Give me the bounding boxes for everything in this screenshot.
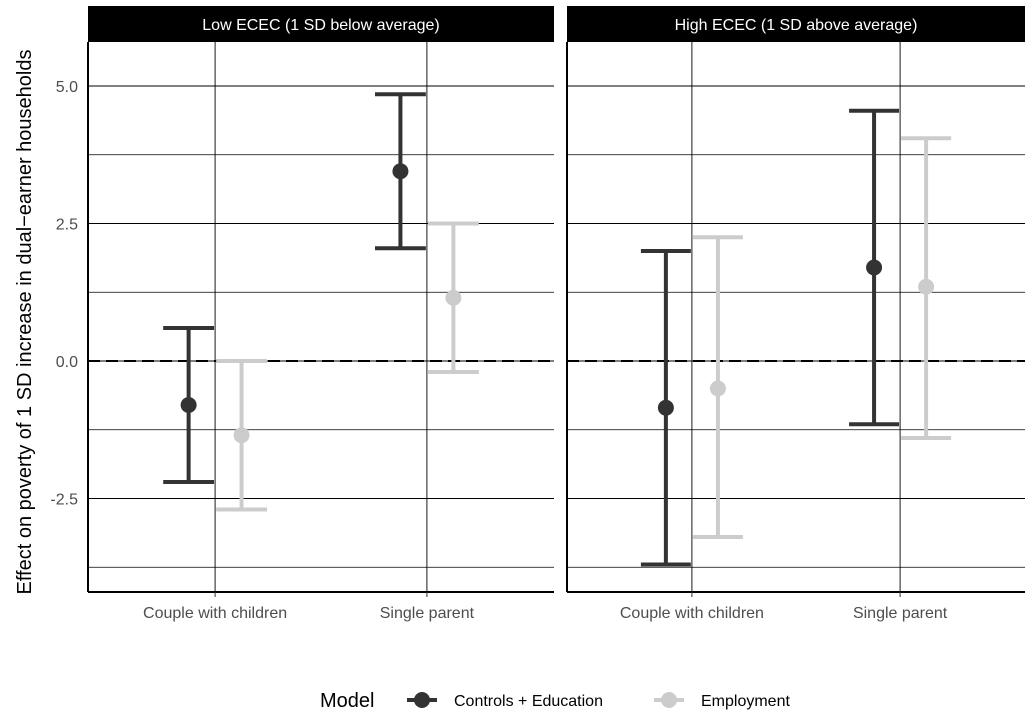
errorbar xyxy=(427,221,479,374)
legend-label: Employment xyxy=(701,693,790,710)
panel-title: High ECEC (1 SD above average) xyxy=(675,17,918,34)
errorbar xyxy=(216,359,267,512)
legend-label: Controls + Education xyxy=(454,693,603,710)
errorbar xyxy=(163,326,215,484)
x-tick-label: Single parent xyxy=(380,605,475,622)
errorbar xyxy=(849,108,900,427)
panel-2: High ECEC (1 SD above average) Couple wit… xyxy=(566,6,1025,622)
panel-background xyxy=(567,42,1025,592)
point-estimate xyxy=(180,397,197,413)
panel-background xyxy=(88,42,554,592)
y-tick-label: 0.0 xyxy=(56,354,78,371)
point-estimate xyxy=(657,399,674,416)
panel-title: Low ECEC (1 SD below average) xyxy=(202,17,439,34)
point-estimate xyxy=(445,289,462,306)
legend-title: Model xyxy=(320,690,374,712)
errorbar xyxy=(375,92,426,251)
panel-1: Low ECEC (1 SD below average) 5.0 2.5 0.0 -2… xyxy=(50,6,554,622)
point-estimate xyxy=(866,259,883,276)
panel-strip xyxy=(88,6,554,42)
legend-key-point xyxy=(414,692,430,708)
y-axis-title: Effect on poverty of 1 SD increase in du… xyxy=(14,50,36,595)
point-estimate xyxy=(918,278,935,295)
x-tick-label: Single parent xyxy=(853,605,948,622)
panel-strip xyxy=(567,6,1025,42)
x-tick-label: Couple with children xyxy=(620,605,764,622)
x-tick-label: Couple with children xyxy=(143,605,287,622)
legend: Model Controls + Education Employment xyxy=(320,690,790,712)
legend-key xyxy=(407,692,437,708)
point-estimate xyxy=(233,427,250,444)
legend-key xyxy=(654,692,684,708)
y-tick-label: -2.5 xyxy=(50,492,78,509)
y-tick-label: 2.5 xyxy=(56,217,78,234)
point-estimate xyxy=(709,380,726,397)
y-tick-label: 5.0 xyxy=(56,79,78,96)
errorbar xyxy=(640,249,691,567)
errorbar xyxy=(692,235,743,539)
panels: Low ECEC (1 SD below average) 5.0 2.5 0.0 -2… xyxy=(50,6,1025,622)
errorbar xyxy=(901,136,952,440)
legend-key-point xyxy=(661,692,677,708)
point-estimate xyxy=(392,163,409,180)
